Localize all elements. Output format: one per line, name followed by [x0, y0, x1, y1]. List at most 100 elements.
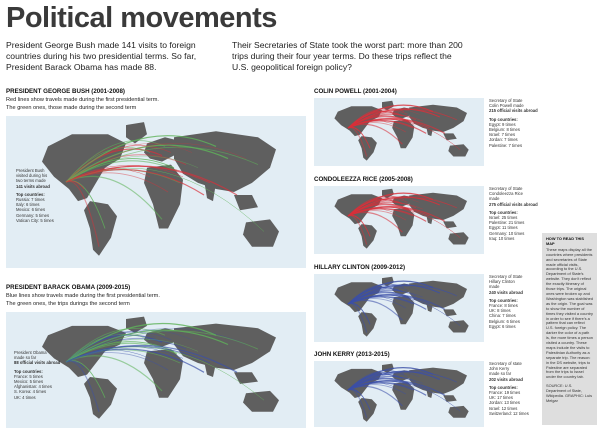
travel-route [65, 168, 151, 183]
continent-south-america [84, 377, 117, 419]
clinton-note-line: Secretary of State [489, 274, 523, 279]
travel-route [347, 108, 441, 129]
continent-india [204, 179, 216, 202]
kerry-map [314, 361, 484, 427]
rice-note: Secretary of State Condoleezza Rice made… [489, 186, 541, 241]
rice-top-item: Germany: 10 times [489, 230, 525, 236]
continent-india [426, 126, 433, 137]
continent-africa [392, 119, 415, 149]
clinton-top-item: China: 7 times [489, 313, 516, 319]
continent-india [204, 360, 216, 377]
continent-asia [409, 367, 467, 394]
continent-se-asia [234, 195, 258, 211]
bush-top-label: Top countries: [16, 191, 45, 197]
powell-top-item: Palestine: 7 times [489, 142, 523, 148]
powell-top-item: Belgium: 8 times [489, 127, 520, 133]
obama-note: President Obama made so far 88 official … [14, 350, 66, 400]
bush-note-line: two terms made [16, 178, 46, 184]
obama-note-bold: 88 official visits abroad [14, 360, 61, 366]
bush-top-item: Germany: 5 times [16, 212, 50, 218]
kerry-world-map [334, 363, 469, 422]
obama-top-item: Afghanistan: 4 times [14, 384, 52, 390]
travel-route [347, 283, 451, 305]
travel-route [347, 280, 434, 305]
obama-map [6, 312, 306, 428]
bush-top-item: Russia: 7 times [16, 197, 45, 203]
clinton-top-label: Top countries: [489, 297, 518, 303]
travel-route [347, 208, 427, 222]
continent-africa [144, 164, 183, 229]
continent-se-asia [443, 309, 457, 317]
how-to-read-body: These maps display all the countries whe… [546, 246, 594, 380]
travel-route [65, 135, 217, 183]
rice-top-item: Egypt: 11 times [489, 225, 518, 231]
continent-australia [448, 232, 469, 245]
continent-africa [392, 295, 415, 325]
obama-top-item: Mexico: 5 times [14, 379, 44, 385]
powell-top-item: Israel: 7 times [489, 132, 516, 138]
clinton-top-item: Egypt: 6 times [489, 323, 516, 329]
continent-australia [448, 320, 469, 333]
travel-route [347, 109, 457, 129]
powell-note-line: Secretary of State [489, 98, 523, 103]
continent-south-america [84, 201, 117, 256]
bush-top-item: Italy: 6 times [16, 202, 40, 208]
obama-desc-2: The green ones, the trips durings the se… [6, 301, 130, 307]
rice-top-item: Iraq: 10 times [489, 235, 515, 241]
obama-heading: PRESIDENT BARACK OBAMA (2009-2015) [6, 284, 131, 291]
travel-route [65, 143, 193, 183]
bush-desc-2: The green ones, those made during the se… [6, 105, 137, 111]
continent-india [426, 214, 433, 225]
travel-route [65, 168, 205, 196]
continent-australia [243, 219, 279, 247]
continent-se-asia [443, 395, 457, 402]
obama-top-item: S. Korea: 4 times [14, 389, 47, 395]
obama-top-item: France: 5 times [14, 373, 43, 379]
obama-desc-1: Blue lines show travels made during the … [6, 293, 160, 299]
powell-note: Secretary of State Colin Powell made 215… [489, 98, 541, 148]
bush-heading: PRESIDENT GEORGE BUSH (2001-2008) [6, 88, 125, 95]
rice-note-line: made [489, 196, 500, 202]
travel-route [65, 328, 247, 363]
travel-route [347, 367, 434, 391]
bush-note-bold: 141 visits abroad [16, 183, 50, 189]
powell-note-line: Colin Powell made [489, 103, 524, 109]
continent-asia [174, 323, 276, 370]
clinton-top-item: UK: 8 times [489, 308, 511, 314]
bush-desc-1: Red lines show travels made during the f… [6, 97, 159, 103]
continent-australia [448, 405, 469, 418]
travel-route [65, 144, 229, 183]
continent-asia [409, 280, 467, 308]
continent-asia [409, 104, 467, 132]
travel-route [347, 284, 420, 305]
source-credit: SOURCE: U.S. Department of State, Wikipe… [546, 383, 593, 403]
continent-south-america [358, 224, 377, 249]
obama-top-item: UK: 4 times [14, 394, 36, 400]
rice-note-line: Secretary of State [489, 186, 523, 191]
continent-india [426, 388, 433, 398]
travel-route [347, 120, 427, 134]
clinton-world-map [334, 276, 469, 337]
travel-route [347, 107, 451, 129]
clinton-note: Secretary of State Hillary Clinton made … [489, 274, 541, 329]
travel-route [347, 196, 420, 217]
powell-top-label: Top countries: [489, 116, 518, 122]
kerry-top-item: Israel: 12 times [489, 405, 518, 411]
powell-world-map [334, 100, 469, 161]
travel-route [65, 329, 193, 363]
kerry-note-line: John Kerry [489, 366, 510, 372]
travel-route [347, 381, 427, 396]
continent-africa [144, 349, 183, 398]
bush-note: President Bush visited during his two te… [16, 168, 66, 223]
clinton-top-item: Belgium: 6 times [489, 318, 520, 324]
clinton-note-bold: 240 visits abroad [489, 289, 523, 295]
kerry-top-item: Switzerland: 12 times [489, 410, 529, 416]
travel-route [347, 284, 441, 305]
rice-top-item: Palestine: 21 times [489, 220, 525, 226]
travel-route [65, 329, 229, 363]
continent-asia [409, 192, 467, 220]
continent-africa [392, 382, 415, 410]
continent-south-america [358, 312, 377, 337]
kerry-top-item: UK: 17 times [489, 395, 513, 401]
continent-se-asia [234, 372, 258, 384]
